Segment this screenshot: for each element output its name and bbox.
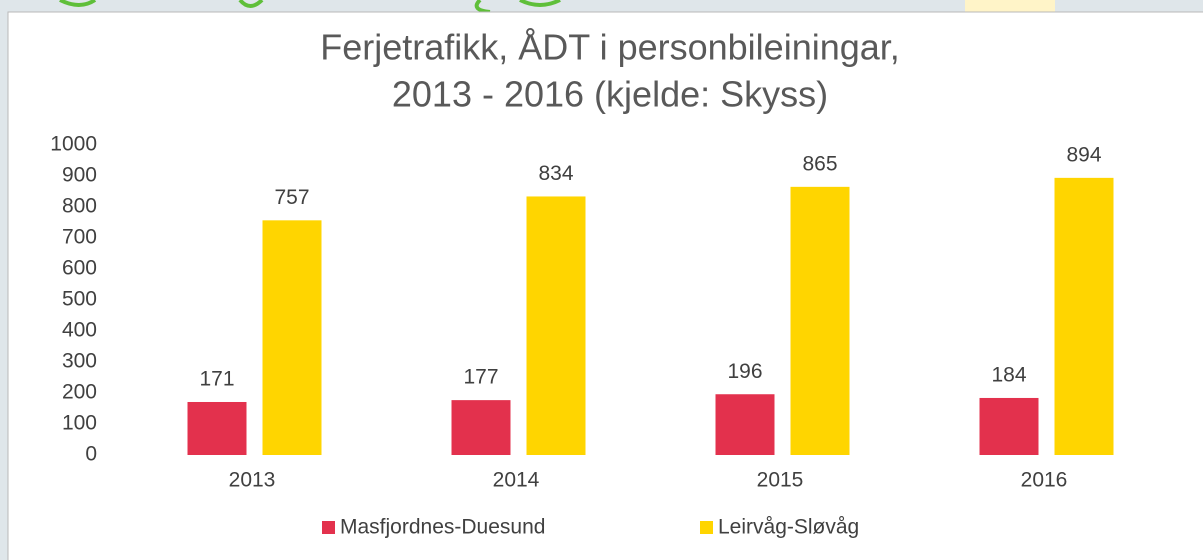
- y-tick-label: 400: [62, 319, 97, 342]
- y-tick-label: 500: [62, 288, 97, 311]
- bar: [1054, 177, 1114, 456]
- y-tick-label: 600: [62, 257, 97, 280]
- bar: [187, 401, 247, 455]
- chart-title: 2013 - 2016 (kjelde: Skyss): [392, 74, 828, 115]
- x-tick-label: 2014: [493, 469, 540, 492]
- bar: [451, 400, 511, 455]
- legend-swatch: [322, 521, 335, 534]
- y-tick-label: 200: [62, 381, 97, 404]
- map-roads: [59, 0, 1021, 14]
- y-tick-label: 800: [62, 195, 97, 218]
- value-label: 171: [199, 368, 234, 391]
- chart-panel: [7, 11, 1203, 560]
- y-tick-label: 100: [62, 412, 97, 435]
- value-label: 757: [274, 186, 309, 209]
- y-tick-label: 300: [62, 350, 97, 373]
- legend-label: Masfjordnes-Duesund: [340, 516, 545, 539]
- y-tick-label: 900: [62, 164, 97, 187]
- x-tick-label: 2016: [1021, 469, 1068, 492]
- legend-swatch: [700, 521, 713, 534]
- value-label: 865: [802, 152, 837, 175]
- bar: [790, 186, 850, 455]
- y-tick-label: 1000: [50, 133, 97, 156]
- value-label: 196: [727, 360, 762, 383]
- value-label: 177: [463, 366, 498, 389]
- bar: [979, 397, 1039, 455]
- value-label: 834: [538, 162, 573, 185]
- value-label: 184: [991, 364, 1026, 387]
- y-tick-label: 0: [85, 443, 97, 466]
- value-label: 894: [1066, 143, 1101, 166]
- x-tick-label: 2015: [757, 469, 804, 492]
- map-area: [965, 0, 1055, 14]
- legend-label: Leirvåg-Sløvåg: [718, 516, 859, 539]
- chart-title: Ferjetrafikk, ÅDT i personbileiningar,: [320, 27, 900, 68]
- bar: [715, 394, 775, 455]
- x-tick-label: 2013: [229, 469, 276, 492]
- y-tick-label: 700: [62, 226, 97, 249]
- bar: [526, 196, 586, 455]
- bar: [262, 220, 322, 455]
